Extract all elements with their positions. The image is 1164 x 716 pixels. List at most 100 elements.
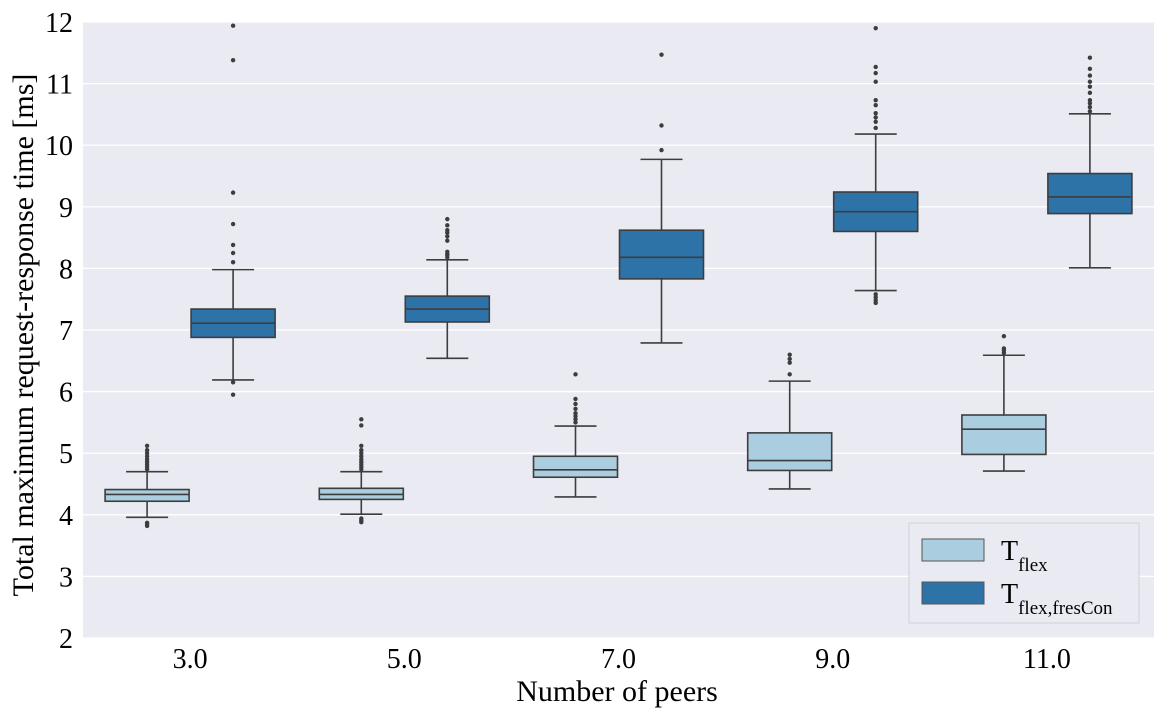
gridlines	[83, 21, 1154, 639]
outlier-point	[573, 410, 578, 416]
outlier-point	[445, 216, 450, 222]
outlier-point	[230, 221, 236, 227]
legend-label-t-flex-frescon: Tflex,fresCon	[1001, 579, 1113, 619]
outlier-point	[445, 223, 450, 228]
outlier-point	[445, 238, 450, 243]
outlier-point	[1087, 101, 1093, 106]
outlier-point	[573, 401, 578, 407]
outlier-point	[359, 457, 364, 462]
outlier-point	[359, 454, 364, 459]
y-tick-label-6: 6	[59, 378, 73, 409]
x-tick-label-3.0: 3.0	[173, 644, 208, 675]
outlier-point	[1087, 98, 1093, 103]
outlier-point	[230, 242, 236, 248]
outlier-point	[787, 352, 792, 357]
outlier-point	[873, 79, 878, 84]
outlier-point	[1087, 90, 1093, 96]
x-axis-ticks: 3.0 5.0 7.0 9.0 11.0	[173, 644, 1071, 675]
outlier-point	[359, 447, 364, 453]
outlier-point	[873, 110, 878, 116]
outlier-point	[873, 298, 878, 303]
outlier-point	[230, 250, 236, 256]
box-1-2	[618, 52, 705, 344]
outlier-point	[1087, 66, 1093, 72]
outlier-point	[445, 249, 450, 254]
box-iqr	[746, 432, 833, 472]
outlier-point	[1001, 346, 1007, 351]
legend-label-t-flex-frescon-main: T	[1001, 579, 1018, 610]
y-tick-label-5: 5	[59, 439, 73, 470]
box-1-0	[190, 23, 276, 397]
legend-swatch-t-flex	[921, 538, 985, 562]
legend-label-t-flex-main: T	[1001, 536, 1018, 567]
y-tick-label-2: 2	[59, 624, 73, 655]
x-axis-label: Number of peers	[516, 675, 718, 708]
outlier-point	[787, 372, 792, 377]
x-tick-label-9.0: 9.0	[815, 644, 850, 675]
outlier-point	[1087, 84, 1093, 89]
outlier-point	[144, 457, 150, 462]
outlier-point	[144, 520, 150, 526]
outlier-point	[873, 98, 878, 103]
outlier-point	[1001, 333, 1007, 339]
outlier-point	[445, 234, 450, 239]
outlier-point	[573, 406, 578, 412]
outlier-point	[873, 115, 878, 120]
box-iqr	[532, 455, 619, 479]
y-tick-label-4: 4	[59, 501, 73, 532]
outlier-point	[230, 260, 236, 265]
box-1-3	[832, 25, 919, 306]
legend: Tflex Tflex,fresCon	[908, 522, 1140, 624]
outlier-point	[359, 417, 364, 422]
outlier-point	[1087, 73, 1093, 78]
outlier-point	[573, 414, 578, 419]
outlier-point	[873, 102, 878, 108]
outlier-point	[659, 147, 664, 153]
legend-label-t-flex-sub: flex	[1018, 555, 1048, 576]
outlier-point	[230, 380, 236, 385]
outlier-point	[144, 451, 150, 456]
outlier-point	[873, 70, 878, 76]
box-iqr	[104, 488, 190, 503]
outlier-point	[1087, 109, 1093, 114]
y-tick-label-12: 12	[45, 8, 73, 39]
box-iqr	[961, 414, 1047, 456]
x-tick-label-11.0: 11.0	[1023, 644, 1071, 675]
box-0-1	[318, 417, 405, 525]
y-tick-label-9: 9	[59, 193, 73, 224]
box-iqr	[618, 229, 705, 280]
y-tick-label-11: 11	[46, 70, 73, 101]
outlier-point	[659, 52, 664, 57]
outlier-point	[787, 360, 792, 365]
y-tick-label-8: 8	[59, 254, 73, 285]
outlier-point	[787, 356, 792, 362]
outlier-point	[144, 454, 150, 459]
outlier-point	[359, 443, 364, 449]
outlier-point	[359, 451, 364, 456]
y-tick-label-10: 10	[45, 131, 73, 162]
legend-label-t-flex: Tflex	[1001, 536, 1048, 576]
box-0-3	[746, 352, 833, 490]
outlier-point	[873, 119, 878, 124]
x-tick-label-5.0: 5.0	[387, 644, 422, 675]
outlier-point	[230, 23, 236, 28]
outlier-point	[230, 57, 236, 63]
y-axis-label: Total maximum request-response time [ms]	[7, 74, 40, 597]
outlier-point	[1087, 104, 1093, 110]
outlier-point	[573, 417, 578, 422]
box-1-1	[404, 216, 491, 360]
x-tick-label-7.0: 7.0	[601, 644, 636, 675]
outlier-point	[1087, 79, 1093, 84]
outlier-point	[873, 125, 878, 131]
outlier-point	[359, 516, 364, 521]
outlier-point	[144, 443, 150, 449]
outlier-point	[359, 423, 364, 428]
box-0-4	[961, 333, 1047, 472]
outlier-point	[230, 190, 236, 195]
outlier-point	[1087, 55, 1093, 60]
box-1-4	[1047, 55, 1133, 269]
y-tick-label-7: 7	[59, 316, 73, 347]
legend-label-t-flex-frescon-sub: flex,fresCon	[1018, 598, 1113, 619]
outlier-point	[230, 392, 236, 397]
